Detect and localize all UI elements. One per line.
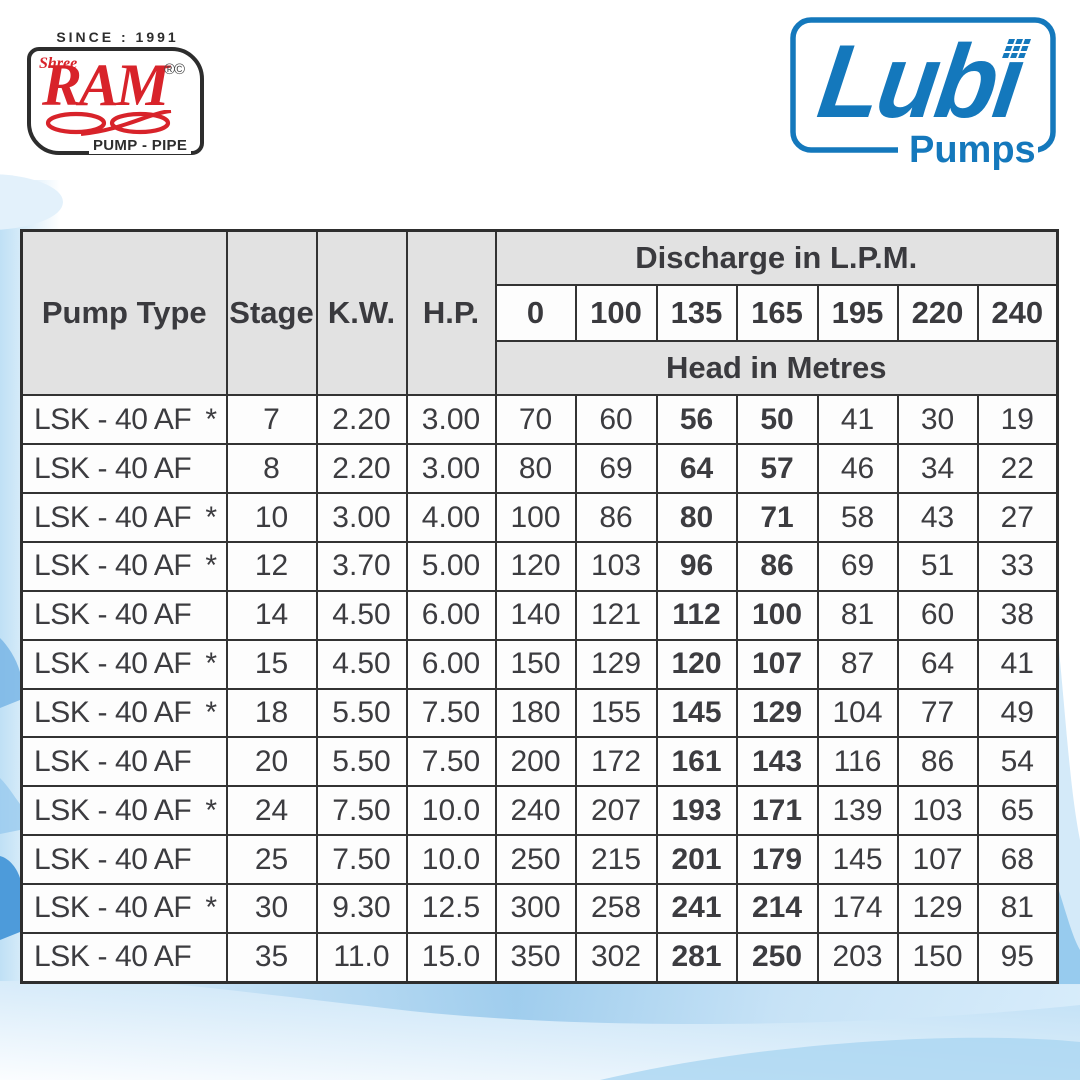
svg-text:Lubı: Lubı — [812, 23, 1029, 139]
svg-text:Pumps: Pumps — [909, 129, 1036, 171]
